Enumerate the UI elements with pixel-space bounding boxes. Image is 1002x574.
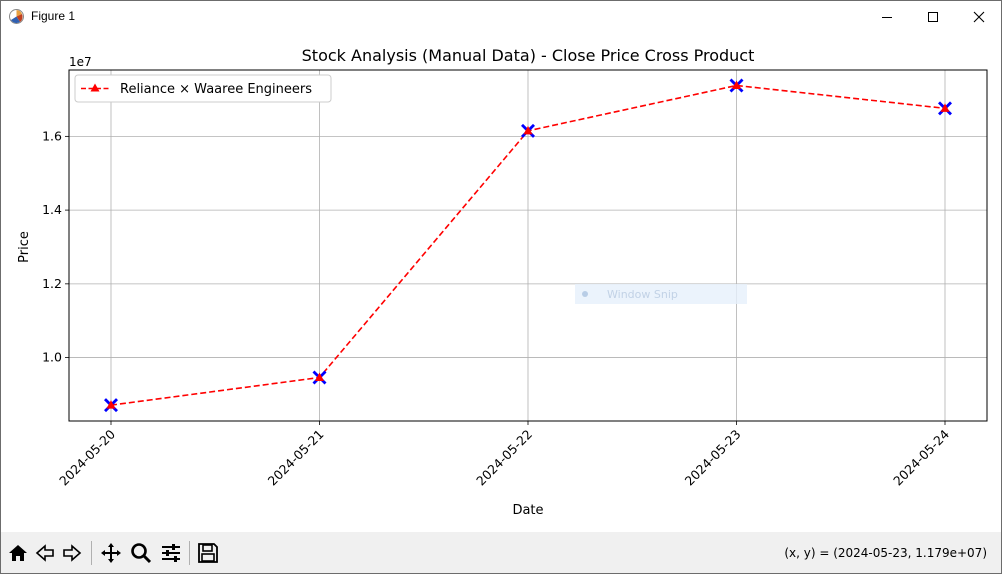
x-tick-label: 2024-05-24 <box>890 426 952 488</box>
ticks: 2024-05-20 2024-05-21 2024-05-22 2024-05-23… <box>42 128 952 488</box>
legend-marker <box>90 83 100 92</box>
back-button[interactable] <box>32 540 58 566</box>
y-tick-label: 1.0 <box>42 350 62 365</box>
data-point-triangle-marker[interactable] <box>523 125 533 135</box>
series-layer <box>104 78 952 413</box>
y-tick-label: 1.6 <box>42 128 62 143</box>
x-tick-label: 2024-05-23 <box>682 427 744 489</box>
y-axis-label: Price <box>17 231 32 263</box>
pan-icon <box>101 543 121 563</box>
minimize-icon <box>882 16 892 18</box>
x-tick-label: 2024-05-21 <box>265 427 327 489</box>
figure-canvas[interactable]: 2024-05-20 2024-05-21 2024-05-22 2024-05-23… <box>1 32 1001 532</box>
close-icon <box>973 11 985 22</box>
maximize-icon <box>928 11 938 22</box>
save-button[interactable] <box>195 540 221 566</box>
minimize-button[interactable] <box>864 1 910 32</box>
toolbar-separator <box>189 541 190 565</box>
back-icon <box>35 544 54 562</box>
legend[interactable]: Reliance × Waaree Engineers <box>74 74 332 103</box>
zoom-icon <box>131 543 152 564</box>
maximize-button[interactable] <box>910 1 956 32</box>
legend-entry-label: Reliance × Waaree Engineers <box>120 82 312 97</box>
window-snip-overlay: Window Snip <box>575 284 747 304</box>
toolbar-separator <box>91 541 92 565</box>
save-icon <box>198 543 218 563</box>
title-bar[interactable]: Figure 1 <box>1 1 1001 32</box>
data-point-triangle-marker[interactable] <box>315 372 324 381</box>
grid <box>69 70 987 421</box>
window-snip-text: Window Snip <box>607 288 678 301</box>
data-point-triangle-marker[interactable] <box>106 400 116 409</box>
pan-button[interactable] <box>98 540 124 566</box>
home-button[interactable] <box>5 540 31 566</box>
x-tick-label: 2024-05-22 <box>473 427 535 489</box>
navigation-toolbar: (x, y) = (2024-05-23, 1.179e+07) <box>1 532 1001 573</box>
data-point-triangle-marker[interactable] <box>940 103 950 112</box>
window-title: Figure 1 <box>31 9 76 23</box>
x-axis-label: Date <box>512 503 543 518</box>
data-point-triangle-marker[interactable] <box>732 80 741 89</box>
home-icon <box>9 545 27 561</box>
chart-title: Stock Analysis (Manual Data) - Close Pri… <box>302 46 755 65</box>
cursor-coordinates: (x, y) = (2024-05-23, 1.179e+07) <box>784 546 987 560</box>
forward-icon <box>63 544 82 562</box>
zoom-button[interactable] <box>128 540 154 566</box>
forward-button[interactable] <box>59 540 85 566</box>
configure-subplots-icon <box>162 544 180 562</box>
y-offset-label: 1e7 <box>69 55 92 69</box>
legend-frame <box>74 74 332 103</box>
close-button[interactable] <box>956 1 1002 32</box>
line-chart[interactable]: 2024-05-20 2024-05-21 2024-05-22 2024-05-23… <box>1 32 1001 532</box>
configure-subplots-button[interactable] <box>158 540 184 566</box>
y-tick-label: 1.2 <box>42 276 62 291</box>
x-tick-label: 2024-05-20 <box>56 426 118 488</box>
y-tick-label: 1.4 <box>42 202 62 217</box>
matplotlib-app-icon <box>9 9 24 24</box>
